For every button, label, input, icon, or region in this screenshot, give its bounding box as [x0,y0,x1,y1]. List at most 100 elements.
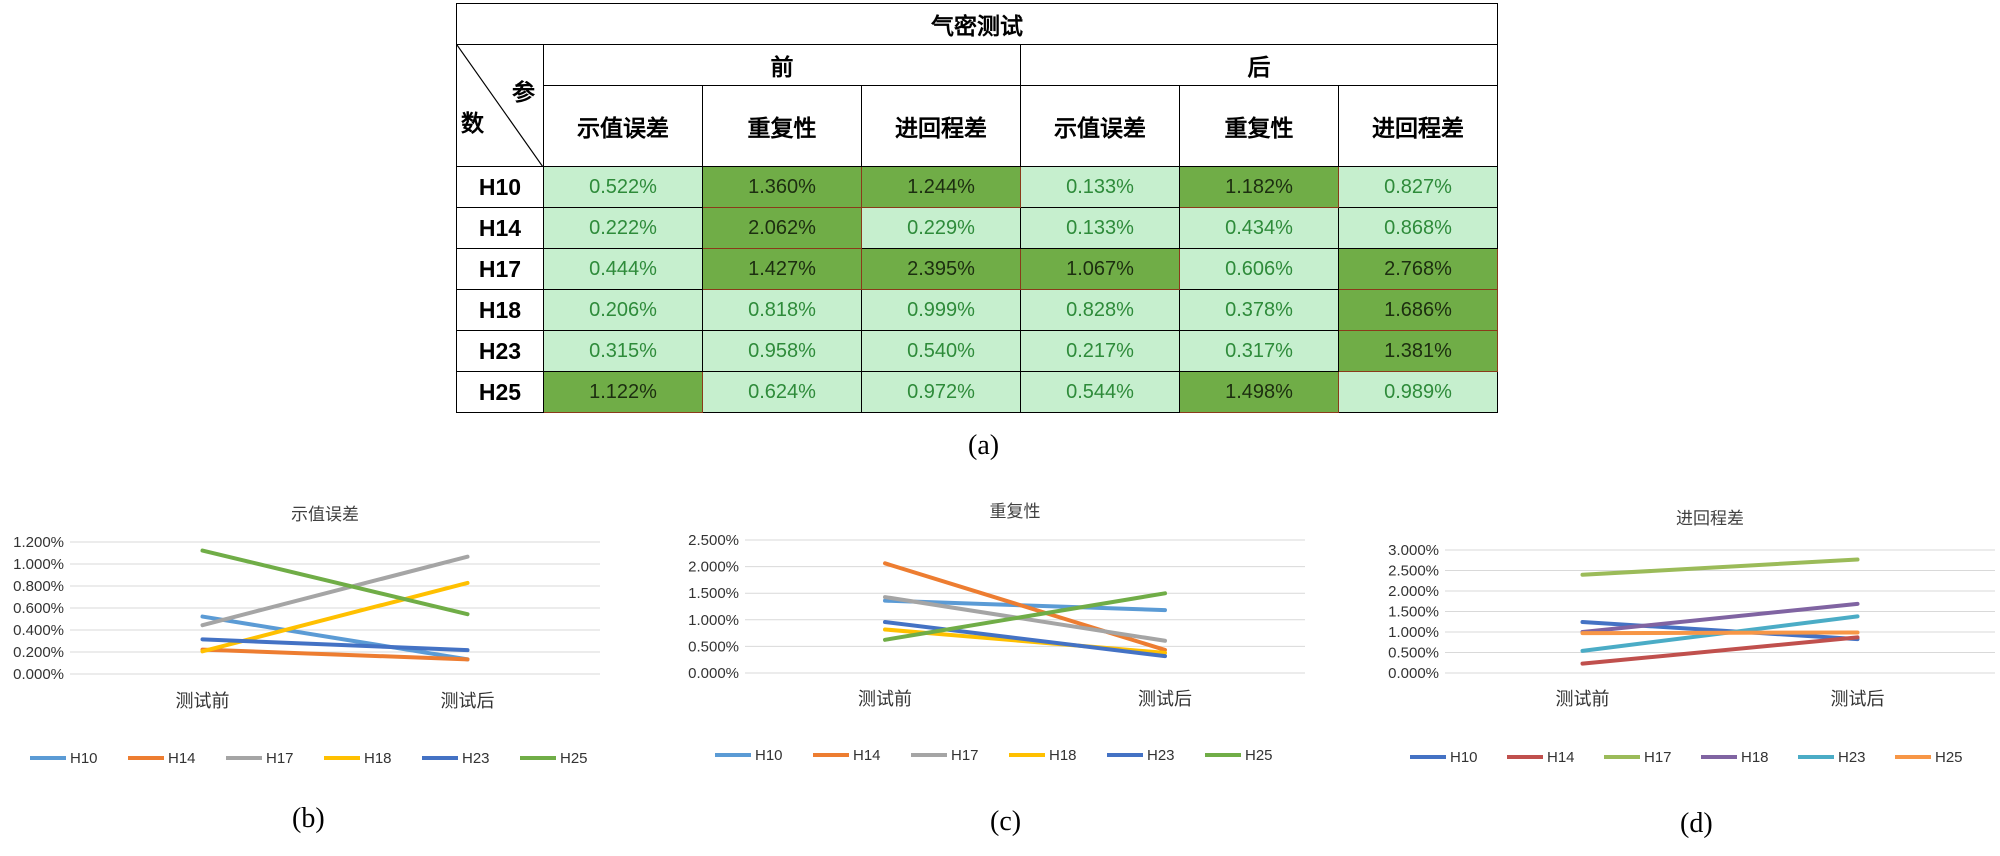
table-cell: 0.315% [543,330,703,372]
caption-a: (a) [968,430,1000,461]
x-category-label: 测试前 [176,691,230,712]
table-cell: 0.606% [1179,248,1339,290]
table-cell: 0.522% [543,166,703,208]
legend-label: H14 [853,747,881,764]
table-cell: 0.989% [1338,371,1498,413]
legend-label: H14 [1547,749,1575,766]
y-tick-label: 0.800% [13,578,64,595]
y-tick-label: 0.000% [1388,665,1439,682]
series-line-h14 [200,647,470,662]
y-tick-label: 0.500% [1388,645,1439,662]
table-cell: 0.958% [702,330,862,372]
y-tick-label: 0.400% [13,622,64,639]
chart-hysteresis: 进回程差 0.000% 0.500% 1.000% 1.500% 2.000% 2.500%… [1388,509,1995,766]
y-tick-label: 2.000% [688,559,739,576]
table-row: H23 0.315% 0.958% 0.540% 0.217% 0.317% 1.381% [456,330,1498,372]
caption-d: (d) [1680,808,1713,839]
table-cell: 0.540% [861,330,1021,372]
table-title: 气密测试 [456,3,1498,45]
series-line-h25 [883,591,1167,642]
table-cell: 1.360% [702,166,862,208]
table-cell: 1.686% [1338,289,1498,331]
y-tick-label: 2.500% [1388,563,1439,580]
y-tick-label: 1.500% [688,585,739,602]
legend-label: H10 [1450,749,1478,766]
x-category-label: 测试后 [441,691,495,712]
y-tick-label: 1.000% [688,612,739,629]
series-line-h10 [200,614,470,662]
series-line-h14 [883,561,1167,652]
series-line-h25 [200,548,470,617]
legend-label: H25 [1245,747,1273,764]
airtight-test-table-wrap: 气密测试 参 数 前 后 示值误差 重复性 进回程差 示值误差 重复性 [456,3,1498,413]
y-tick-label: 2.000% [1388,583,1439,600]
table-cell: 1.122% [543,371,703,413]
table-cell: 0.868% [1338,207,1498,249]
legend-label: H17 [951,747,979,764]
legend-label: H23 [462,750,490,767]
y-tick-label: 0.000% [13,666,64,683]
legend-label: H23 [1147,747,1175,764]
x-category-label: 测试前 [1556,689,1610,710]
subheader: 进回程差 [861,85,1021,167]
subheader: 示值误差 [1020,85,1180,167]
table-cell: 0.444% [543,248,703,290]
y-tick-label: 1.000% [1388,624,1439,641]
table-cell: 0.544% [1020,371,1180,413]
chart-indication-error: 示值误差 0.000% 0.200% 0.400% 0.600% 0.800% 1.000%… [13,505,600,767]
y-tick-label: 0.500% [688,638,739,655]
table-cell: 0.229% [861,207,1021,249]
corner-label-top: 参 [512,80,535,106]
x-category-label: 测试后 [1831,689,1885,710]
caption-b: (b) [292,803,325,834]
y-tick-label: 2.500% [688,532,739,549]
legend-label: H10 [70,750,98,767]
y-tick-label: 0.000% [688,665,739,682]
table-cell: 2.768% [1338,248,1498,290]
table-cell: 0.818% [702,289,862,331]
table-row: H14 0.222% 2.062% 0.229% 0.133% 0.434% 0.868% [456,207,1498,249]
table-cell: 0.133% [1020,207,1180,249]
series-line-h10 [1580,619,1860,642]
chart-title: 进回程差 [1676,509,1744,529]
table-cell: 0.972% [861,371,1021,413]
table-cell: 1.182% [1179,166,1339,208]
legend-label: H23 [1838,749,1866,766]
subheader: 示值误差 [543,85,703,167]
diagonal-line [457,45,543,167]
legend-label: H14 [168,750,196,767]
table-cell: 0.999% [861,289,1021,331]
series-line-h23 [883,620,1167,659]
legend-label: H18 [1049,747,1077,764]
table-cell: 0.317% [1179,330,1339,372]
y-tick-label: 0.200% [13,644,64,661]
series-line-h17 [1580,557,1860,577]
row-header: H23 [456,330,544,372]
table-cell: 1.381% [1338,330,1498,372]
legend-label: H10 [755,747,783,764]
y-tick-label: 1.000% [13,556,64,573]
table-cell: 0.222% [543,207,703,249]
airtight-test-table: 气密测试 参 数 前 后 示值误差 重复性 进回程差 示值误差 重复性 [456,3,1498,413]
table-cell: 1.498% [1179,371,1339,413]
group-header-after: 后 [1020,44,1498,86]
row-header: H25 [456,371,544,413]
caption-c: (c) [990,806,1022,837]
y-tick-label: 1.200% [13,534,64,551]
table-cell: 0.828% [1020,289,1180,331]
table-cell: 0.827% [1338,166,1498,208]
row-header: H17 [456,248,544,290]
table-cell: 0.133% [1020,166,1180,208]
series-line-h25 [1580,630,1860,636]
table-cell: 1.244% [861,166,1021,208]
table-row: H25 1.122% 0.624% 0.972% 0.544% 1.498% 0.989% [456,371,1498,413]
corner-label-bottom: 数 [461,111,484,137]
table-cell: 0.434% [1179,207,1339,249]
legend-label: H18 [1741,749,1769,766]
subheader: 重复性 [1179,85,1339,167]
series-line-h14 [1580,635,1860,666]
series-line-h18 [1580,601,1860,635]
series-line-h17 [883,595,1167,643]
table-row: H18 0.206% 0.818% 0.999% 0.828% 0.378% 1.686% [456,289,1498,331]
table-cell: 1.427% [702,248,862,290]
